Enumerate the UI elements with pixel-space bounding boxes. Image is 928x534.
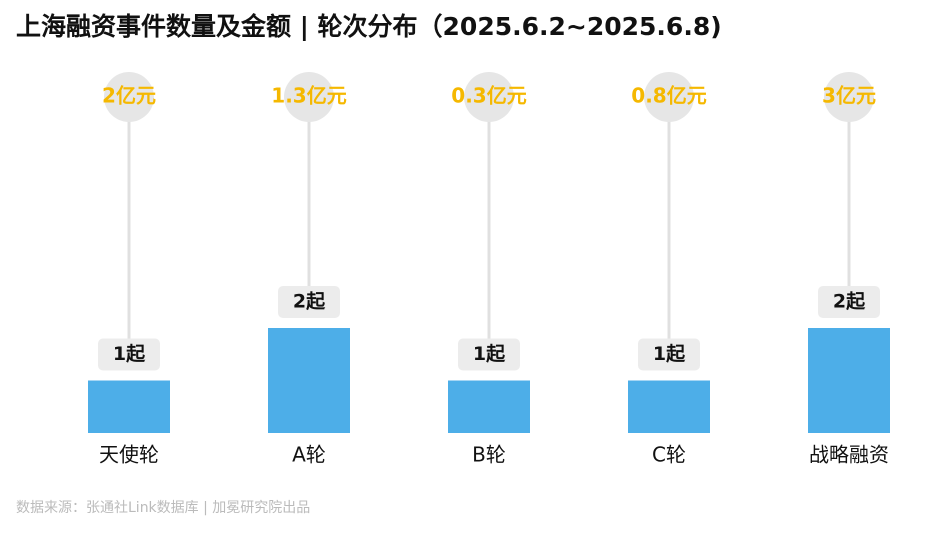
amount-label: 0.8亿元 <box>631 84 706 108</box>
x-tick-label: C轮 <box>652 443 686 467</box>
x-tick-label: A轮 <box>292 443 326 467</box>
x-tick-label: B轮 <box>472 443 506 467</box>
amount-circle <box>104 72 154 122</box>
count-box <box>278 286 340 318</box>
count-box <box>98 338 160 371</box>
bar <box>268 328 350 433</box>
x-tick-label: 天使轮 <box>99 443 159 467</box>
amount-circle <box>464 72 514 122</box>
amount-circle <box>824 72 874 122</box>
count-label: 2起 <box>293 291 326 313</box>
amount-circle <box>644 72 694 122</box>
count-label: 1起 <box>113 343 146 365</box>
amount-label: 1.3亿元 <box>271 84 346 108</box>
count-label: 1起 <box>473 343 506 365</box>
chart-title: 上海融资事件数量及金额 | 轮次分布（2025.6.2~2025.6.8) <box>16 12 722 41</box>
bar <box>88 380 170 433</box>
count-box <box>638 338 700 371</box>
bar <box>448 380 530 433</box>
source: 数据来源：张通社Link数据库 | 加冕研究院出品 <box>16 500 310 516</box>
count-box <box>458 338 520 371</box>
amount-label: 2亿元 <box>102 84 156 108</box>
amount-label: 3亿元 <box>822 84 876 108</box>
amount-circle <box>284 72 334 122</box>
amount-label: 0.3亿元 <box>451 84 526 108</box>
bar <box>628 380 710 433</box>
count-label: 1起 <box>653 343 686 365</box>
x-tick-label: 战略融资 <box>809 443 889 467</box>
bar <box>808 328 890 433</box>
count-box <box>818 286 880 318</box>
count-label: 2起 <box>833 291 866 313</box>
